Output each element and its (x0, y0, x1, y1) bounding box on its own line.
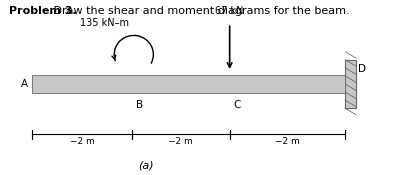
Text: 135 kN–m: 135 kN–m (80, 19, 129, 29)
Text: B: B (136, 100, 143, 110)
Text: −2 m: −2 m (169, 137, 193, 146)
Text: D: D (358, 64, 366, 74)
Bar (32, 75, 345, 93)
Text: C: C (234, 100, 241, 110)
Text: 67 kN: 67 kN (216, 6, 244, 16)
Text: −2 m: −2 m (275, 137, 300, 146)
Bar (345, 60, 356, 108)
Text: Draw the shear and moment diagrams for the beam.: Draw the shear and moment diagrams for t… (50, 6, 350, 16)
Text: (a): (a) (138, 161, 153, 171)
Text: A: A (21, 79, 28, 89)
Text: −2 m: −2 m (70, 137, 95, 146)
Text: Problem 3.: Problem 3. (9, 6, 76, 16)
